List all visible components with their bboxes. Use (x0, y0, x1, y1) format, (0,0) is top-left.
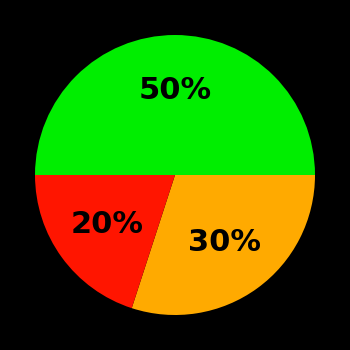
Text: 30%: 30% (188, 229, 261, 258)
Text: 50%: 50% (139, 77, 211, 105)
Wedge shape (35, 175, 175, 308)
Wedge shape (35, 35, 315, 175)
Wedge shape (132, 175, 315, 315)
Text: 20%: 20% (71, 210, 144, 239)
